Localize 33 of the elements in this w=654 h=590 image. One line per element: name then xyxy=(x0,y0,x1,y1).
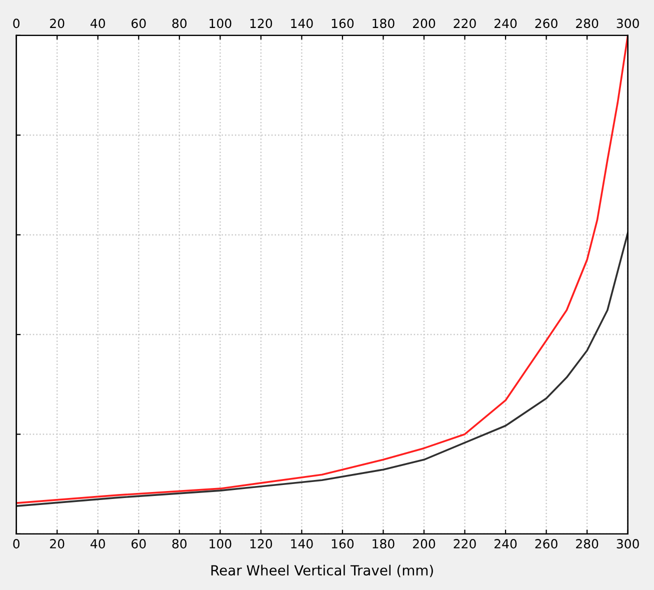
x2-tick-label: 300 xyxy=(616,18,639,28)
x-tick-label: 60 xyxy=(132,539,146,548)
x2-tick-label: 80 xyxy=(172,18,187,28)
x2-tick-label: 140 xyxy=(291,18,313,28)
x-tick-label: 140 xyxy=(291,539,313,548)
x-tick-label: 240 xyxy=(494,539,517,548)
x-tick-label: 120 xyxy=(250,539,272,548)
x-tick-label: 0 xyxy=(13,539,20,548)
x2-tick-label: 40 xyxy=(90,18,106,28)
x2-tick-label: 60 xyxy=(132,18,146,28)
x2-tick-label: 200 xyxy=(412,18,436,28)
x2-tick-label: 120 xyxy=(250,18,272,28)
x2-tick-label: 0 xyxy=(13,18,20,28)
x-tick-label: 100 xyxy=(210,539,232,548)
x2-tick-label: 260 xyxy=(535,18,558,28)
x2-tick-label: 180 xyxy=(372,18,394,28)
x-tick-label: 40 xyxy=(90,539,106,548)
x-tick-label: 300 xyxy=(616,539,639,548)
x-tick-label: 220 xyxy=(454,539,476,548)
x-tick-label: 20 xyxy=(50,539,64,548)
x-tick-label: 260 xyxy=(535,539,558,548)
x2-tick-label: 280 xyxy=(576,18,598,28)
x2-tick-label: 100 xyxy=(210,18,232,28)
x-tick-label: 160 xyxy=(332,539,354,548)
x2-tick-label: 160 xyxy=(332,18,354,28)
x-axis-title: Rear Wheel Vertical Travel (mm) xyxy=(211,564,433,578)
x2-tick-label: 20 xyxy=(50,18,64,28)
x-tick-label: 80 xyxy=(172,539,187,548)
x-tick-label: 200 xyxy=(412,539,436,548)
x2-tick-label: 220 xyxy=(454,18,476,28)
x-tick-label: 180 xyxy=(372,539,394,548)
x2-tick-label: 240 xyxy=(494,18,517,28)
x-tick-label: 280 xyxy=(576,539,598,548)
